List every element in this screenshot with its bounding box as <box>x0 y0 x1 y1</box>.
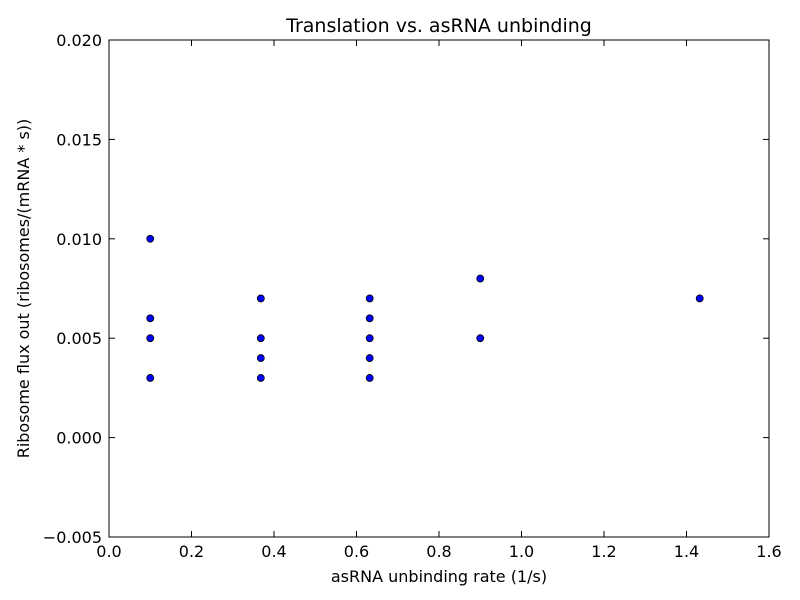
ticks-layer: 0.0 0.2 0.4 0.6 0.8 1.0 1.2 1.4 1.6 −0.005 0.000 0.… <box>43 31 782 561</box>
plot-frame <box>108 39 770 538</box>
data-point <box>146 234 155 243</box>
y-tick-label: 0.010 <box>56 230 102 249</box>
x-axis-label: asRNA unbinding rate (1/s) <box>331 567 547 586</box>
x-tick-label: 0.2 <box>179 542 204 561</box>
data-point <box>256 294 265 303</box>
y-tick-label: 0.005 <box>56 329 102 348</box>
x-tick-label: 1.2 <box>591 542 616 561</box>
chart-title: Translation vs. asRNA unbinding <box>285 15 592 37</box>
x-tick-label: 0.8 <box>426 542 451 561</box>
data-point <box>476 334 485 343</box>
x-tick-label: 1.4 <box>674 542 699 561</box>
data-point <box>256 354 265 362</box>
data-point <box>146 334 155 343</box>
y-tick-label: 0.000 <box>56 429 102 448</box>
x-tick-label: 0.4 <box>261 542 286 561</box>
x-tick-label: 1.6 <box>756 542 781 561</box>
data-point <box>365 354 374 362</box>
data-point <box>256 334 265 343</box>
x-tick-label: 0.0 <box>96 542 121 561</box>
x-tick-label: 1.0 <box>509 542 534 561</box>
y-tick-label: 0.020 <box>56 31 102 50</box>
data-point <box>365 314 374 323</box>
y-axis-label: Ribosome flux out (ribosomes/(mRNA * s)) <box>14 119 33 459</box>
data-point <box>146 314 155 323</box>
y-tick-label: 0.015 <box>56 130 102 149</box>
data-point <box>256 374 265 382</box>
y-tick-label: −0.005 <box>43 528 102 547</box>
data-point <box>476 274 485 283</box>
data-point <box>365 374 374 382</box>
data-point <box>365 294 374 303</box>
plot-area <box>109 40 769 537</box>
data-point <box>365 334 374 343</box>
x-tick-label: 0.6 <box>344 542 369 561</box>
data-point <box>695 294 704 303</box>
points-layer <box>146 234 704 382</box>
data-point <box>146 374 155 382</box>
